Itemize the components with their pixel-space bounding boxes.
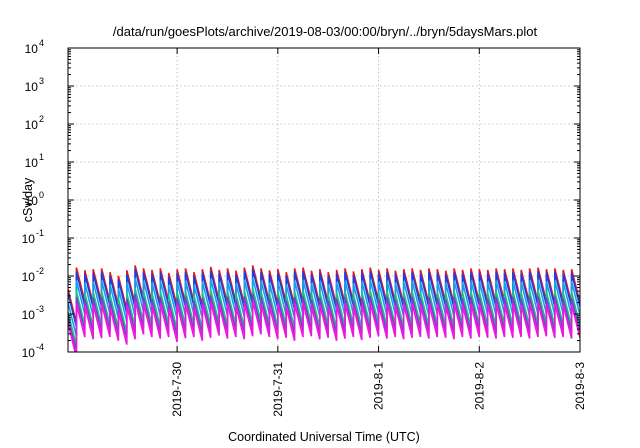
y-tick-exponent: 0 <box>39 190 44 200</box>
y-tick-exponent: -2 <box>36 266 44 276</box>
chart-series-group <box>68 265 580 352</box>
chart-title: /data/run/goesPlots/archive/2019-08-03/0… <box>113 24 538 39</box>
series-line-2 <box>68 269 580 327</box>
plot-frame <box>67 47 581 353</box>
series-line-3 <box>68 277 580 337</box>
y-tick-label: 101 <box>25 152 44 170</box>
y-tick-exponent: -1 <box>36 228 44 238</box>
series-line-6 <box>68 300 580 352</box>
y-tick-label: 10-4 <box>22 342 44 360</box>
y-tick-label: 10-3 <box>22 304 44 322</box>
y-tick-label: 10-1 <box>22 228 44 246</box>
x-tick-label: 2019-7-31 <box>271 362 285 417</box>
series-line-1 <box>68 265 580 324</box>
y-tick-exponent: -3 <box>36 304 44 314</box>
x-tick-label: 2019-8-3 <box>573 362 587 410</box>
y-tick-label: 104 <box>25 38 44 56</box>
y-tick-label: 102 <box>25 114 44 132</box>
y-axis-label: cSv/day <box>21 177 35 222</box>
y-tick-label: 103 <box>25 76 44 94</box>
x-axis-label: Coordinated Universal Time (UTC) <box>228 430 420 444</box>
series-line-5 <box>68 294 580 352</box>
y-tick-exponent: 4 <box>39 38 44 48</box>
y-tick-exponent: -4 <box>36 342 44 352</box>
chart-axes: 10-410-310-210-11001011021031042019-7-30… <box>22 38 587 417</box>
x-tick-label: 2019-8-2 <box>472 362 486 410</box>
series-line-4 <box>68 288 580 346</box>
y-tick-exponent: 1 <box>39 152 44 162</box>
y-tick-exponent: 2 <box>39 114 44 124</box>
y-tick-label: 10-2 <box>22 266 44 284</box>
x-tick-label: 2019-7-30 <box>170 362 184 417</box>
y-tick-exponent: 3 <box>39 76 44 86</box>
x-tick-label: 2019-8-1 <box>372 362 386 410</box>
